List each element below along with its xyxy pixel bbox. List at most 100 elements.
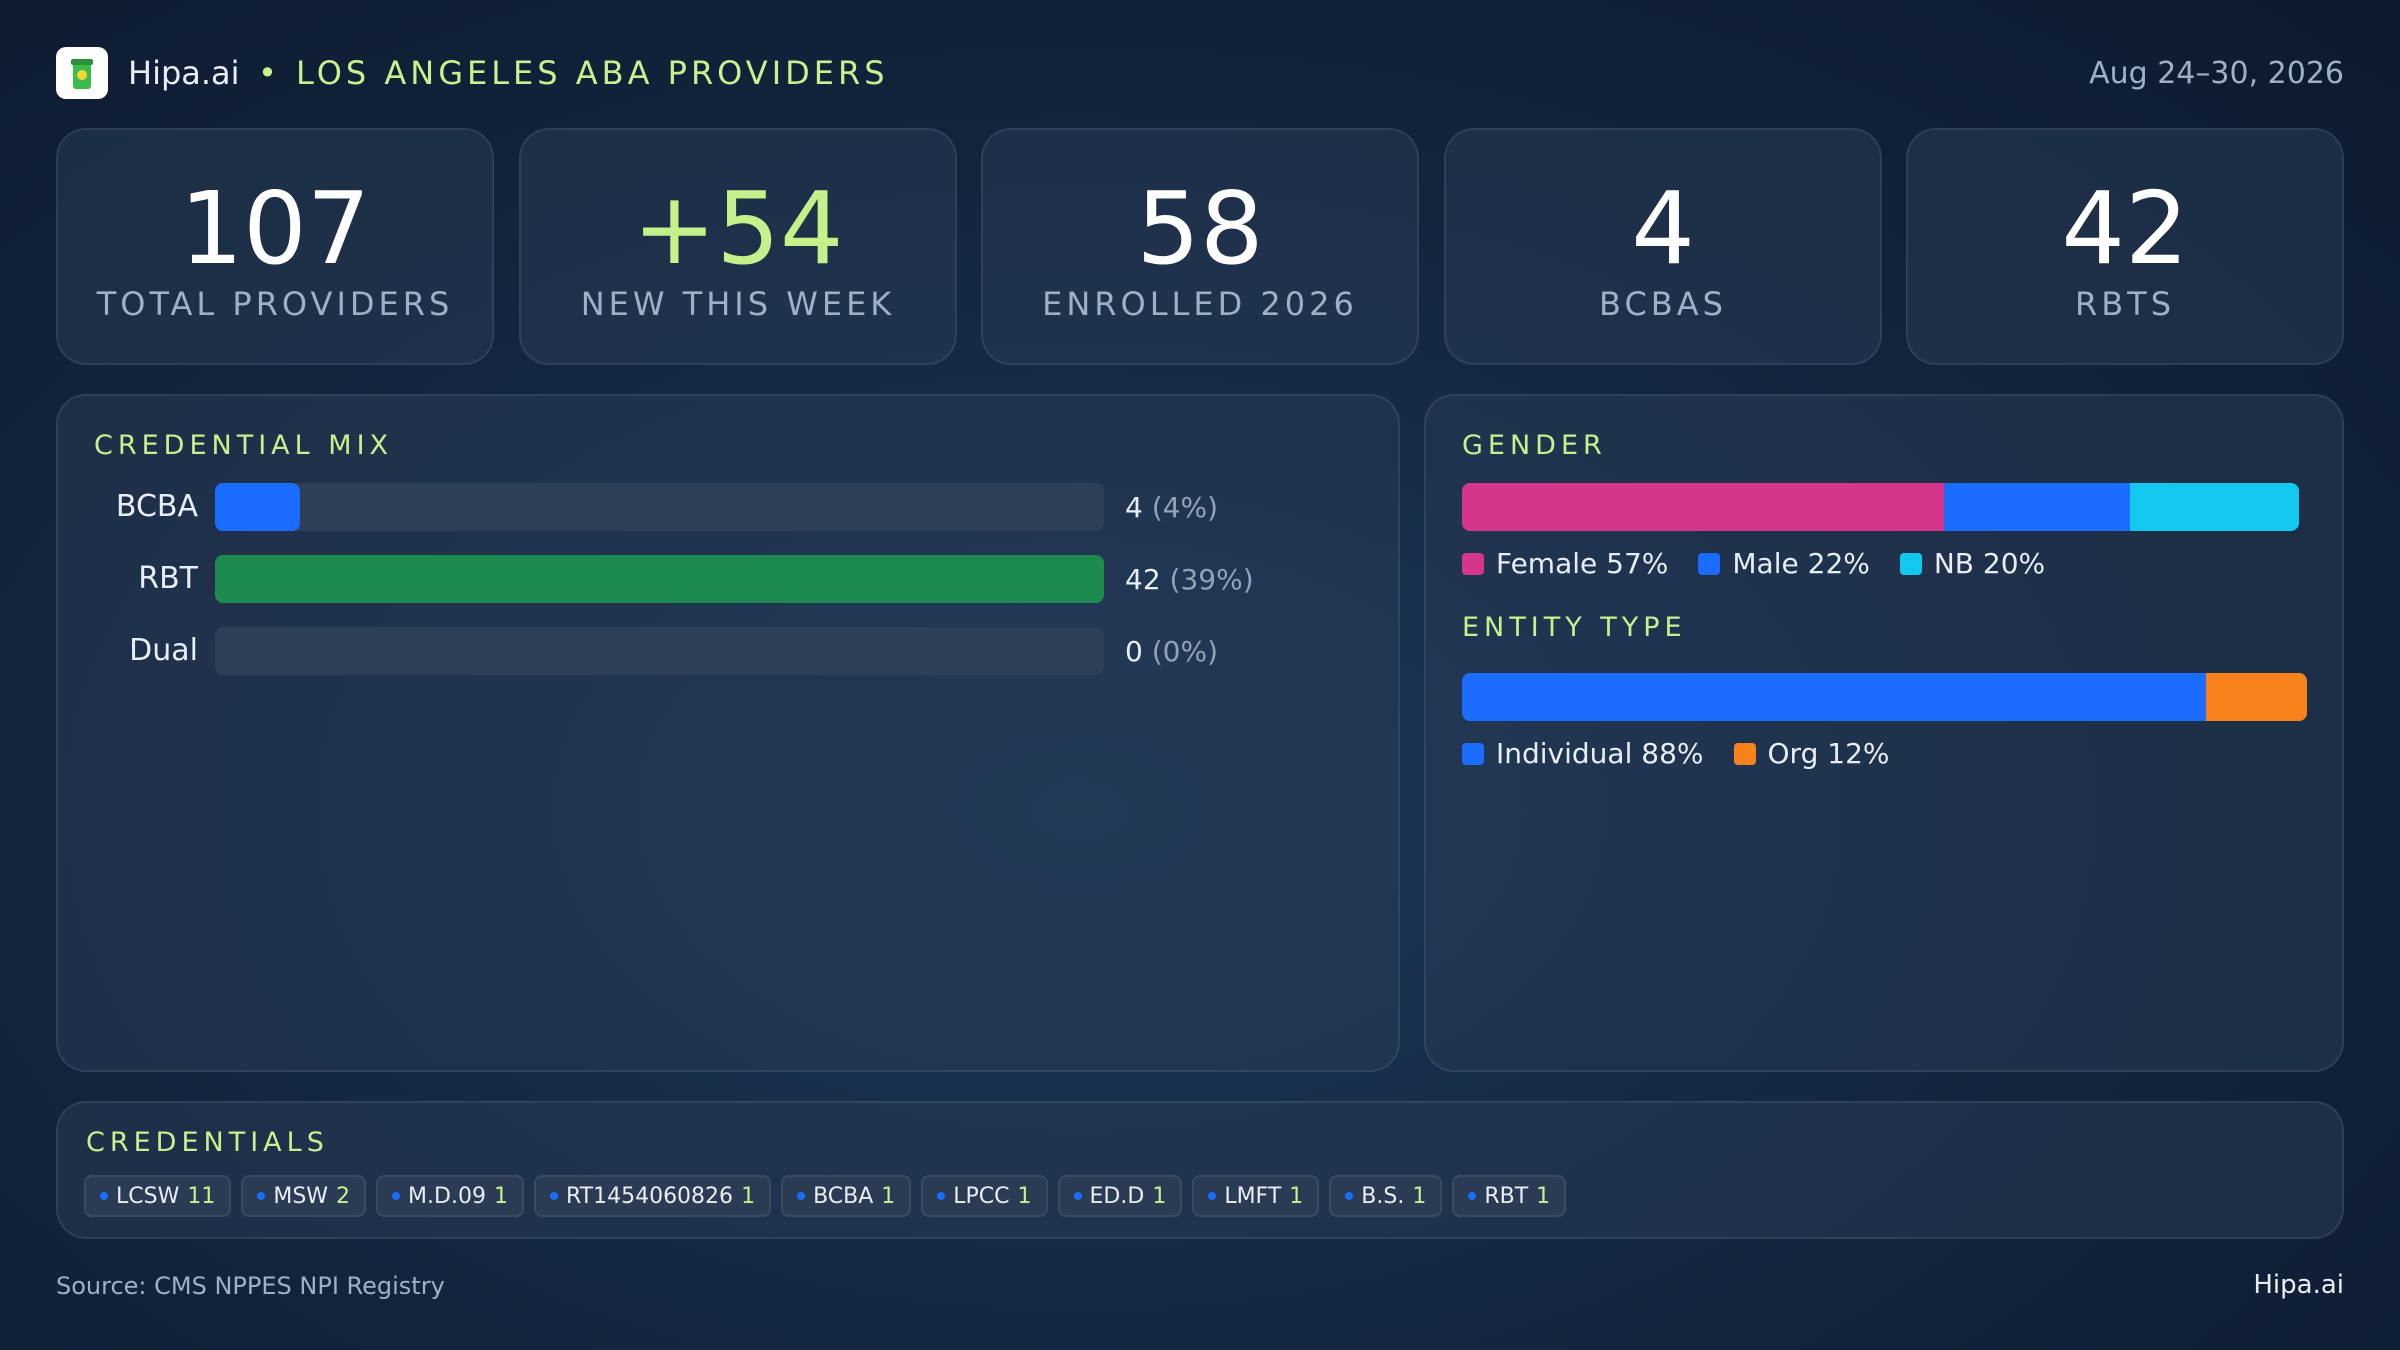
bar-track	[215, 483, 1104, 531]
kpi-label: ENROLLED 2026	[1042, 285, 1358, 323]
legend-name: NB	[1933, 547, 1975, 580]
legend-value: 57%	[1606, 547, 1669, 580]
chip-dot	[797, 1192, 806, 1200]
bar-percent: (39%)	[1169, 563, 1254, 596]
chip-name: LPCC	[953, 1183, 1010, 1209]
kpi-card: 42 RBTS	[1906, 128, 2344, 365]
chip-count: 1	[881, 1183, 896, 1209]
chip-count: 1	[1412, 1183, 1427, 1209]
bar-value: 4 (4%)	[1125, 491, 1218, 524]
section-title: ENTITY TYPE	[1462, 612, 1687, 643]
section-title: CREDENTIALS	[86, 1127, 329, 1158]
separator: •	[258, 54, 277, 92]
chip-count: 1	[1536, 1183, 1551, 1209]
kpi-card: +54 NEW THIS WEEK	[519, 128, 957, 365]
credential-chip: BCBA 1	[781, 1175, 912, 1217]
legend-name: Female	[1496, 547, 1598, 580]
kpi-card: 4 BCBAS	[1444, 128, 1882, 365]
legend-value: 12%	[1827, 737, 1890, 770]
chip-dot	[100, 1192, 108, 1200]
chip-count: 1	[741, 1183, 756, 1209]
kpi-value: 4	[1631, 170, 1695, 287]
credential-chip: ED.D 1	[1057, 1175, 1183, 1217]
chip-count: 1	[1017, 1183, 1032, 1209]
kpi-label: BCBAS	[1599, 285, 1727, 323]
kpi-value: +54	[632, 170, 844, 287]
gender-panel: GENDER Female 57% Male 22% NB 20% ENTITY T…	[1424, 394, 2344, 1072]
legend-value: 22%	[1807, 547, 1870, 580]
section-title: GENDER	[1462, 430, 1607, 461]
bar	[215, 555, 1104, 603]
chip-name: RBT	[1484, 1183, 1529, 1209]
logo	[56, 47, 108, 99]
chip-count: 1	[1289, 1183, 1304, 1209]
chip-name: LCSW	[116, 1183, 180, 1209]
credentials-panel: CREDENTIALS	[56, 1101, 2344, 1239]
bar-segment	[1462, 483, 1944, 531]
bar-value: 0 (0%)	[1125, 635, 1218, 668]
brand: Hipa.ai	[128, 54, 240, 92]
legend-value: 88%	[1641, 737, 1704, 770]
bar-segment	[1462, 673, 2206, 721]
credential-chip: RBT 1	[1452, 1175, 1567, 1217]
legend-swatch	[1462, 742, 1484, 765]
bar-label: RBT	[138, 561, 198, 596]
chip-name: MSW	[273, 1183, 329, 1209]
bar	[215, 483, 300, 531]
kpi-value: 42	[2061, 170, 2189, 287]
credential-chip: LMFT 1	[1192, 1175, 1320, 1217]
legend: Individual 88% Org 12%	[1462, 737, 1890, 770]
date-range: Aug 24–30, 2026	[2089, 56, 2344, 91]
bar-value-number: 4	[1125, 491, 1143, 524]
chip-list: LCSW 11 MSW 2 M.D.09 1 RT1454060826 1 BCBA 1 LPCC 1…	[84, 1175, 1567, 1217]
logo-icon	[71, 59, 93, 89]
chip-dot	[1073, 1192, 1082, 1200]
chip-count: 11	[187, 1183, 216, 1209]
credential-mix-panel: CREDENTIAL MIX BCBA 4 (4%) RBT 42 (39%) Dual…	[56, 394, 1400, 1072]
bar-label: Dual	[129, 633, 198, 668]
legend-text: Male 22%	[1732, 547, 1869, 580]
chip-dot	[1345, 1192, 1354, 1200]
credential-chip: MSW 2	[241, 1175, 367, 1217]
bar-percent: (4%)	[1151, 491, 1219, 524]
chip-name: M.D.09	[408, 1183, 486, 1209]
legend-swatch	[1698, 552, 1721, 575]
chip-dot	[1208, 1192, 1217, 1200]
legend-text: Org 12%	[1768, 737, 1890, 770]
bar-segment	[1943, 483, 2130, 531]
page-title: LOS ANGELES ABA PROVIDERS	[296, 54, 889, 92]
kpi-label: RBTS	[2074, 285, 2176, 323]
bar-value-number: 42	[1125, 563, 1161, 596]
kpi-value: 58	[1136, 170, 1264, 287]
chip-dot	[549, 1192, 558, 1200]
footer-brand: Hipa.ai	[2253, 1270, 2344, 1300]
legend-item: Org 12%	[1733, 737, 1890, 770]
section-title: CREDENTIAL MIX	[94, 430, 394, 461]
kpi-label: TOTAL PROVIDERS	[96, 285, 454, 323]
legend-item: Male 22%	[1698, 547, 1870, 580]
credential-chip: LPCC 1	[921, 1175, 1048, 1217]
legend: Female 57% Male 22% NB 20%	[1462, 547, 2045, 580]
kpi-card: 58 ENROLLED 2026	[981, 128, 1419, 365]
legend-text: NB 20%	[1934, 547, 2045, 580]
kpi-value: 107	[179, 170, 371, 287]
credential-chip: LCSW 11	[84, 1175, 232, 1217]
bar-percent: (0%)	[1151, 635, 1219, 668]
credential-chip: B.S. 1	[1329, 1175, 1443, 1217]
bar-track	[215, 627, 1104, 675]
legend-swatch	[1899, 552, 1922, 575]
credential-chip: M.D.09 1	[376, 1175, 524, 1217]
kpi-label: NEW THIS WEEK	[580, 285, 896, 323]
chip-count: 1	[493, 1183, 508, 1209]
bar-label: BCBA	[115, 489, 198, 524]
chip-count: 2	[336, 1183, 351, 1209]
legend-name: Org	[1767, 737, 1819, 770]
legend-item: Individual 88%	[1462, 737, 1704, 770]
legend-name: Male	[1732, 547, 1799, 580]
bar-value: 42 (39%)	[1125, 563, 1254, 596]
legend-item: NB 20%	[1899, 547, 2045, 580]
credential-chip: RT1454060826 1	[533, 1175, 772, 1217]
chip-dot	[1468, 1192, 1477, 1200]
bar-value-number: 0	[1125, 635, 1143, 668]
